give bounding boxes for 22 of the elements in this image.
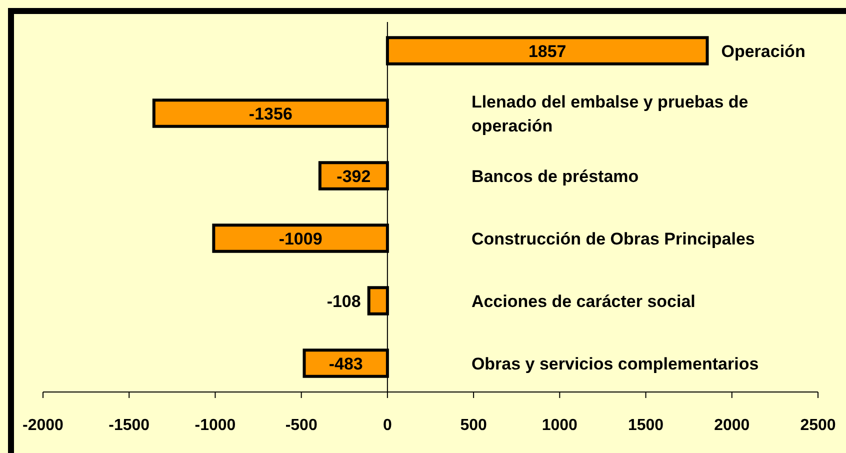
y-tick-label: Construcción de Obras Principales bbox=[471, 229, 755, 248]
x-tick-label: 1500 bbox=[628, 417, 664, 434]
x-tick-label: 1000 bbox=[542, 417, 578, 434]
x-tick-label: -1500 bbox=[108, 417, 150, 434]
x-tick-label: 2000 bbox=[714, 417, 750, 434]
data-label: -108 bbox=[326, 292, 361, 311]
x-tick-label: 2500 bbox=[800, 417, 836, 434]
y-tick-label: Llenado del embalse y pruebas de operación bbox=[471, 92, 748, 136]
y-tick-label: Bancos de préstamo bbox=[471, 166, 639, 186]
x-tick-label: -1000 bbox=[194, 417, 236, 434]
y-tick-label: Operación bbox=[721, 42, 806, 61]
data-label: -1356 bbox=[248, 104, 292, 124]
data-label: -483 bbox=[328, 354, 363, 374]
x-tick-label: -2000 bbox=[22, 417, 64, 434]
data-label: -1009 bbox=[278, 229, 322, 248]
x-tick-label: -500 bbox=[285, 417, 318, 434]
x-tick-label: 500 bbox=[460, 417, 487, 434]
x-tick-label: 0 bbox=[382, 417, 392, 434]
data-label: -392 bbox=[336, 166, 371, 186]
data-label: 1857 bbox=[528, 42, 566, 61]
y-tick-label: Acciones de carácter social bbox=[471, 292, 696, 311]
y-tick-label: Obras y servicios complementarios bbox=[471, 354, 759, 374]
